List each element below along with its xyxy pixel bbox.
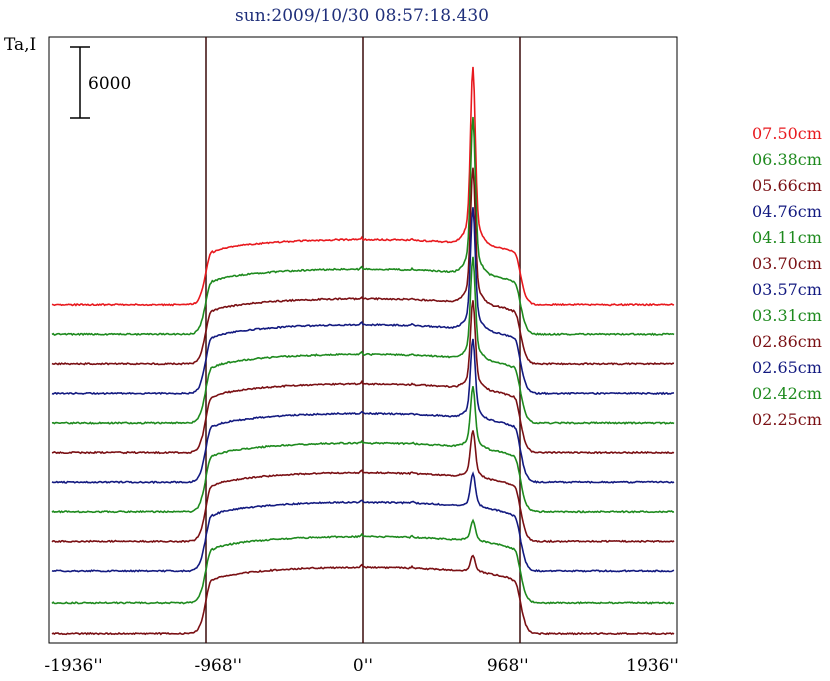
x-tick-label-4: 1936'' <box>626 656 679 676</box>
x-tick-label-2: 0'' <box>353 656 373 676</box>
legend-item-03.70cm: 03.70cm <box>752 254 822 273</box>
legend-item-05.66cm: 05.66cm <box>752 176 822 195</box>
series-line-03.31cm <box>51 386 675 514</box>
series-line-04.11cm <box>51 256 675 425</box>
legend-item-02.86cm: 02.86cm <box>752 332 822 351</box>
vertical-reference-lines <box>205 37 521 643</box>
legend-item-06.38cm: 06.38cm <box>752 150 822 169</box>
x-tick-label-0: -1936'' <box>44 656 102 676</box>
x-tick-label-1: -968'' <box>194 656 242 676</box>
scale-bar-label: 6000 <box>88 74 131 94</box>
legend-item-02.42cm: 02.42cm <box>752 384 822 403</box>
legend: 07.50cm 06.38cm 05.66cm 04.76cm 04.11cm 03.70… <box>752 124 822 429</box>
series-line-02.25cm <box>51 554 675 636</box>
legend-item-02.25cm: 02.25cm <box>752 410 822 429</box>
scale-bar: 6000 <box>70 46 131 119</box>
legend-item-03.31cm: 03.31cm <box>752 306 822 325</box>
series-line-02.86cm <box>51 430 675 544</box>
legend-item-04.76cm: 04.76cm <box>752 202 822 221</box>
y-axis-label: Ta,I <box>4 35 36 55</box>
series-line-07.50cm <box>51 66 675 307</box>
legend-item-07.50cm: 07.50cm <box>752 124 822 143</box>
series-line-03.57cm <box>51 338 675 485</box>
series-line-05.66cm <box>51 167 674 366</box>
series-line-06.38cm <box>51 116 675 337</box>
series-group <box>51 66 675 636</box>
series-line-02.42cm <box>51 518 675 605</box>
legend-item-02.65cm: 02.65cm <box>752 358 822 377</box>
chart-title: sun:2009/10/30 08:57:18.430 <box>235 6 489 26</box>
x-tick-labels: -1936'' -968'' 0'' 968'' 1936'' <box>44 656 678 676</box>
series-line-02.65cm <box>51 471 675 573</box>
series-line-03.70cm <box>51 300 675 455</box>
series-line-04.76cm <box>51 207 675 396</box>
legend-item-04.11cm: 04.11cm <box>752 228 822 247</box>
x-tick-label-3: 968'' <box>487 656 529 676</box>
legend-item-03.57cm: 03.57cm <box>752 280 822 299</box>
